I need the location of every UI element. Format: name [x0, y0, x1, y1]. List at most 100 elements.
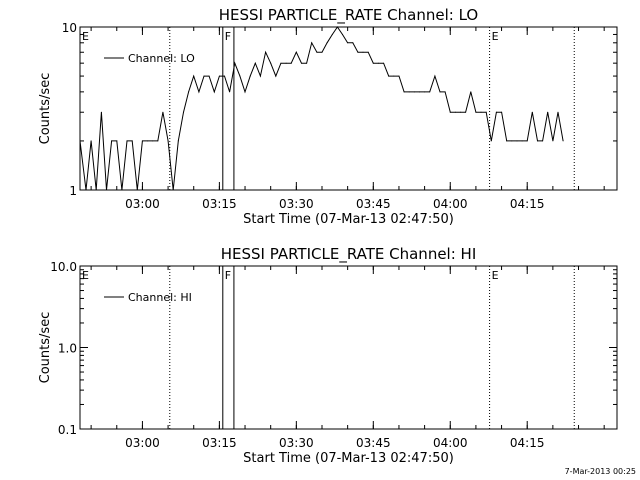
- data-point: [198, 91, 200, 93]
- data-point: [193, 75, 195, 77]
- data-point: [306, 62, 308, 64]
- x-tick-label: 04:00: [433, 197, 468, 211]
- data-point: [501, 111, 503, 113]
- data-point: [531, 111, 533, 113]
- data-point: [336, 26, 338, 28]
- data-point: [290, 62, 292, 64]
- data-point: [424, 91, 426, 93]
- x-tick-label: 03:45: [356, 197, 391, 211]
- data-point: [177, 140, 179, 142]
- data-point: [331, 34, 333, 35]
- data-point: [444, 91, 446, 93]
- data-point: [480, 111, 482, 113]
- data-point: [383, 62, 385, 64]
- chart-title: HESSI PARTICLE_RATE Channel: HI: [221, 245, 477, 264]
- data-point: [116, 140, 118, 142]
- data-point: [342, 34, 343, 35]
- y-tick-label: 10.0: [50, 260, 77, 274]
- data-point: [147, 140, 149, 142]
- plot-frame: [79, 26, 618, 191]
- event-flag-label: E: [82, 269, 89, 282]
- data-point: [449, 111, 451, 113]
- chart-panel-1: HESSI PARTICLE_RATE Channel: LO Start Tim…: [38, 6, 618, 227]
- data-point: [460, 111, 461, 113]
- data-point: [265, 51, 267, 53]
- data-point: [152, 140, 154, 142]
- data-point: [85, 189, 87, 191]
- data-point: [280, 62, 282, 64]
- data-point: [347, 42, 349, 44]
- y-axis-label: Counts/sec: [38, 312, 53, 384]
- data-point: [239, 75, 241, 77]
- data-point: [388, 75, 390, 77]
- event-flag-label: F: [225, 30, 231, 43]
- y-tick-label: 10: [62, 21, 77, 35]
- x-tick-label: 04:15: [510, 436, 545, 450]
- data-point: [229, 91, 231, 93]
- data-point: [249, 75, 251, 77]
- data-point: [398, 75, 400, 77]
- data-point: [403, 91, 405, 93]
- data-point: [244, 91, 246, 93]
- data-point: [526, 140, 528, 142]
- data-point: [377, 62, 379, 64]
- data-point: [224, 75, 225, 77]
- x-tick-label: 03:00: [125, 197, 160, 211]
- data-point: [434, 75, 436, 77]
- data-point: [295, 51, 297, 53]
- data-point: [562, 140, 564, 142]
- data-point: [439, 91, 441, 93]
- data-point: [321, 51, 323, 53]
- data-point: [183, 111, 184, 113]
- data-point: [475, 111, 477, 113]
- y-tick-label: 1: [69, 184, 77, 198]
- x-tick-label: 03:45: [356, 436, 391, 450]
- data-point: [454, 111, 456, 113]
- data-point: [521, 140, 523, 142]
- data-point: [259, 75, 261, 77]
- data-point: [100, 111, 102, 113]
- data-point: [111, 140, 113, 142]
- data-point: [367, 51, 369, 53]
- data-point: [208, 75, 210, 77]
- data-point: [408, 91, 410, 93]
- data-point: [316, 51, 318, 53]
- data-point: [121, 189, 123, 191]
- data-point: [141, 140, 143, 142]
- x-tick-label: 04:00: [433, 436, 468, 450]
- chart-panel-2: HESSI PARTICLE_RATE Channel: HI Start Tim…: [38, 245, 618, 466]
- data-point: [465, 111, 467, 113]
- data-point: [490, 140, 492, 142]
- event-flag-label: E: [492, 269, 499, 282]
- data-point: [542, 140, 544, 142]
- data-point: [131, 140, 133, 142]
- data-point: [372, 62, 374, 64]
- data-point: [506, 140, 508, 142]
- data-point: [275, 75, 277, 77]
- y-tick-label: 0.1: [58, 423, 77, 437]
- legend-label: Channel: LO: [128, 52, 195, 65]
- data-point: [557, 111, 559, 113]
- plot-timestamp: 7-Mar-2013 00:25: [565, 467, 636, 476]
- data-point: [485, 111, 487, 113]
- data-point: [270, 62, 272, 64]
- data-point: [537, 140, 538, 142]
- data-point: [362, 51, 364, 53]
- chart-title: HESSI PARTICLE_RATE Channel: LO: [219, 6, 478, 25]
- data-point: [162, 111, 164, 113]
- x-tick-label: 03:30: [279, 197, 314, 211]
- data-point: [136, 189, 138, 191]
- y-axis-label: Counts/sec: [38, 73, 53, 145]
- event-flag-label: E: [492, 30, 499, 43]
- data-point: [254, 62, 256, 64]
- data-point: [311, 42, 313, 44]
- data-point: [516, 140, 518, 142]
- legend-label: Channel: HI: [128, 291, 192, 304]
- data-point: [203, 75, 205, 77]
- data-point: [470, 91, 472, 93]
- data-point: [172, 189, 174, 191]
- data-point: [95, 189, 97, 191]
- data-point: [106, 189, 107, 191]
- data-point: [79, 140, 81, 142]
- data-point: [495, 111, 497, 113]
